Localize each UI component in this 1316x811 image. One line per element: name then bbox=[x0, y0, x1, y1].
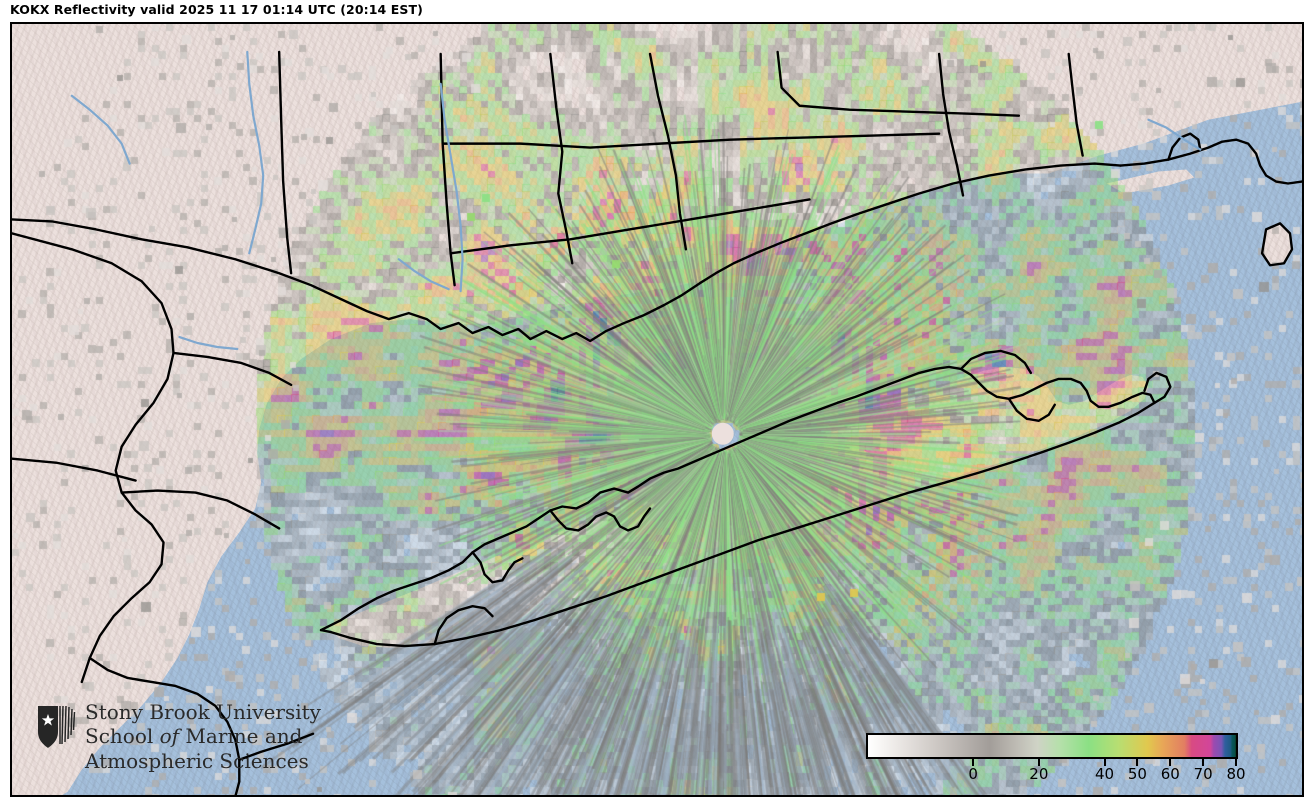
sbu-logo-text: Stony Brook University School of Marine … bbox=[85, 700, 321, 773]
colorbar-tick-label: 20 bbox=[1029, 765, 1049, 783]
colorbar-tick bbox=[1037, 759, 1040, 766]
sbu-line-university: Stony Brook University bbox=[85, 700, 321, 724]
radar-reflectivity-layer bbox=[12, 24, 1302, 795]
colorbar-tick bbox=[972, 759, 975, 766]
sbu-somas-logo: Stony Brook University School of Marine … bbox=[36, 700, 336, 792]
political-boundary-layer bbox=[12, 50, 1302, 795]
page-title: KOKX Reflectivity valid 2025 11 17 01:14… bbox=[10, 2, 423, 17]
sbu-line-school: School of Marine and bbox=[85, 724, 303, 749]
colorbar-tick-label: 70 bbox=[1193, 765, 1213, 783]
radar-map-frame[interactable] bbox=[10, 22, 1304, 797]
sbu-line-atmospheric: Atmospheric Sciences bbox=[85, 748, 309, 773]
colorbar-tick bbox=[1202, 759, 1205, 766]
stony-brook-shield-icon bbox=[38, 705, 76, 748]
colorbar-tick bbox=[1169, 759, 1172, 766]
colorbar-gradient bbox=[866, 733, 1238, 759]
colorbar-tick-label: 0 bbox=[968, 765, 978, 783]
colorbar-tick-label: 50 bbox=[1127, 765, 1147, 783]
colorbar-ticks bbox=[866, 759, 1238, 767]
radar-site-marker bbox=[711, 422, 734, 445]
colorbar-tick bbox=[1103, 759, 1106, 766]
colorbar-tick-labels: 0 20 40 50 60 70 80 bbox=[866, 765, 1245, 787]
reflectivity-colorbar: 0 20 40 50 60 70 80 bbox=[866, 727, 1246, 793]
colorbar-tick-label: 40 bbox=[1095, 765, 1115, 783]
radar-map-canvas[interactable] bbox=[12, 24, 1302, 795]
colorbar-tick bbox=[1235, 759, 1237, 766]
colorbar-tick-label: 80 bbox=[1226, 765, 1246, 783]
colorbar-tick-label: 60 bbox=[1160, 765, 1180, 783]
colorbar-tick bbox=[1136, 759, 1139, 766]
